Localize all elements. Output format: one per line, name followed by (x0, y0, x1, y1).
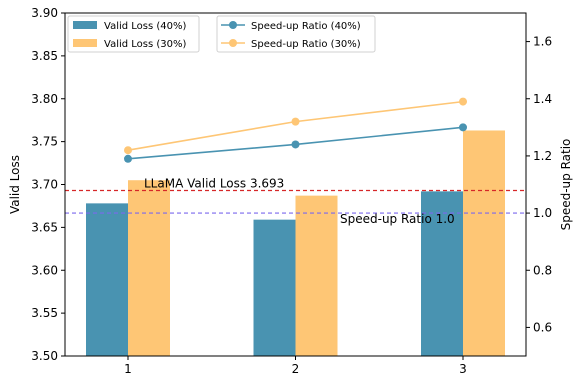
speedup-point-2-3 (459, 97, 467, 106)
bar-2-1 (128, 180, 170, 356)
x-tick-label-3: 3 (459, 362, 467, 374)
legend-bar-label-1: Valid Loss (40%) (104, 21, 187, 32)
y2-tick-label-2: 0.8 (533, 263, 552, 277)
y-tick-label-1: 3.50 (31, 349, 58, 363)
y2-tick-label-6: 1.6 (533, 35, 552, 49)
y-tick-label-8: 3.85 (31, 49, 58, 63)
speedup-point-1-3 (459, 123, 467, 132)
bar-2-2 (295, 195, 338, 356)
y2-axis-label: Speed-up Ratio (559, 139, 573, 231)
legend-line-marker-2 (229, 39, 237, 47)
legend-bar-swatch-2 (73, 39, 97, 47)
bar-2-3 (463, 130, 505, 356)
y-tick-label-5: 3.70 (31, 178, 58, 192)
legend-line-marker-1 (229, 21, 237, 29)
reference-label-1: LLaMA Valid Loss 3.693 (144, 177, 284, 191)
bar-1-2 (253, 219, 296, 356)
y-tick-label-6: 3.75 (31, 135, 58, 149)
speedup-lines (124, 97, 467, 163)
y2-tick-label-3: 1.0 (533, 206, 552, 220)
legend-line-label-2: Speed-up Ratio (30%) (251, 39, 361, 50)
y2-tick-label-4: 1.2 (533, 149, 552, 163)
y-tick-label-7: 3.80 (31, 92, 58, 106)
legend-bar-swatch-1 (73, 21, 97, 29)
y-tick-label-2: 3.55 (31, 306, 58, 320)
legend-bars-box (67, 15, 200, 53)
y-tick-label-9: 3.90 (31, 6, 58, 20)
speedup-point-1-1 (124, 154, 132, 163)
legend-lines-box (216, 15, 376, 53)
y-axis-label: Valid Loss (8, 155, 22, 214)
legend-bar-label-2: Valid Loss (30%) (104, 39, 187, 50)
reference-label-2: Speed-up Ratio 1.0 (340, 212, 455, 226)
x-tick-label-2: 2 (292, 362, 300, 374)
reference-lines: LLaMA Valid Loss 3.693 Speed-up Ratio 1.0 (65, 177, 526, 226)
speedup-point-2-1 (124, 146, 132, 155)
legends: Valid Loss (40%) Valid Loss (30%) Speed-up… (67, 15, 376, 53)
axes: 3.50 3.55 3.60 3.65 3.70 3.75 3.80 3.85 3.90 0.6 0… (8, 6, 573, 374)
y2-tick-label-5: 1.4 (533, 92, 552, 106)
bar-1-1 (86, 203, 128, 356)
y2-tick-label-1: 0.6 (533, 320, 552, 334)
x-tick-label-1: 1 (124, 362, 132, 374)
bars (86, 130, 505, 356)
speedup-point-1-2 (291, 140, 300, 149)
y-tick-label-4: 3.65 (31, 220, 58, 234)
y-tick-label-3: 3.60 (31, 263, 58, 277)
bar-1-3 (421, 191, 463, 356)
speedup-point-2-2 (291, 117, 300, 126)
legend-line-label-1: Speed-up Ratio (40%) (251, 21, 361, 32)
